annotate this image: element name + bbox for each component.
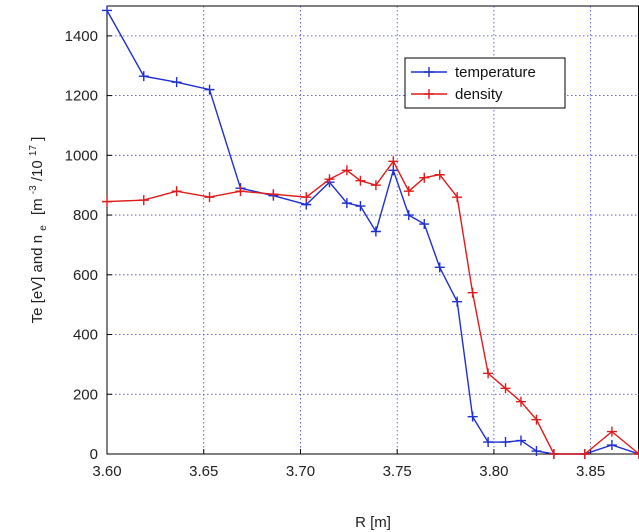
x-tick-label: 3.85 [576,463,605,480]
density-point [341,165,352,176]
density-point [606,426,617,437]
series-density [102,156,639,459]
density-point [531,414,542,425]
density-point [419,172,430,183]
x-tick-label: 3.70 [286,463,315,480]
y-tick-label: 0 [90,446,98,463]
temperature-point [370,226,381,237]
y-tick-label: 200 [73,386,98,403]
x-tick-label: 3.80 [479,463,508,480]
temperature-point [388,165,399,176]
density-point [548,449,559,459]
temperature-point [102,5,112,16]
y-axis-label-slash: /10 [29,160,46,181]
density-point [324,174,335,185]
temperature-point [171,77,182,88]
y-axis-label-exp2: 17 [28,145,39,157]
temperature-point [341,198,352,209]
density-point [268,189,279,200]
temperature-point [515,435,526,446]
y-axis-label-sub: e [38,225,49,231]
legend-marker [424,89,434,99]
density-point [467,287,478,298]
temperature-point [606,440,617,451]
temperature-point [419,219,430,230]
temperature-point [138,71,149,82]
density-point [579,449,590,459]
density-point [452,192,463,203]
density-point [515,396,526,407]
legend: temperature density [404,57,566,109]
temperature-point [483,437,494,448]
temperature-point [434,262,445,273]
y-tick-label: 600 [73,267,98,284]
x-axis-label: R [m] [355,514,391,531]
legend-label: density [455,86,503,103]
axis-ticks: 3.60 3.65 3.70 3.75 3.80 3.85 0 200 400 600 800 100… [65,28,606,480]
y-tick-label: 400 [73,327,98,344]
x-tick-label: 3.75 [383,463,412,480]
y-tick-label: 1000 [65,147,98,164]
density-point [204,192,215,203]
density-point [634,449,639,459]
temperature-point [403,210,414,221]
x-tick-label: 3.60 [92,463,121,480]
density-point [355,175,366,186]
y-axis-label-unit-close: ] [29,137,46,141]
series-layer [102,5,639,459]
x-tick-label: 3.65 [189,463,218,480]
temperature-point [467,411,478,422]
legend-entry-temperature: temperature [411,64,536,81]
temperature-point [204,84,215,95]
temperature-point [531,446,542,457]
density-point [171,186,182,197]
y-axis-label-unit-open: [m [29,198,46,215]
y-tick-label: 1200 [65,88,98,105]
y-axis-label-main: Te [eV] and n [29,235,46,323]
density-point [301,192,312,203]
y-tick-label: 800 [73,207,98,224]
temperature-point [452,296,463,307]
density-line [106,159,639,455]
legend-box [404,57,566,109]
density-point [434,169,445,180]
density-point [102,196,112,207]
density-point [370,180,381,191]
density-point [138,195,149,206]
y-axis-label-exp1: -3 [28,185,39,194]
temperature-point [500,437,511,448]
density-point [500,383,511,394]
legend-marker [424,67,434,77]
density-point [235,186,246,197]
grid-lines [106,6,639,454]
density-point [388,156,399,167]
legend-entry-density: density [411,86,503,103]
density-point [403,186,414,197]
y-axis-label: Te [eV] and n e [m -3 /10 17 ] [23,137,50,324]
y-tick-label: 1400 [65,28,98,45]
density-point [483,368,494,379]
legend-label: temperature [455,64,536,81]
temperature-point [355,201,366,212]
